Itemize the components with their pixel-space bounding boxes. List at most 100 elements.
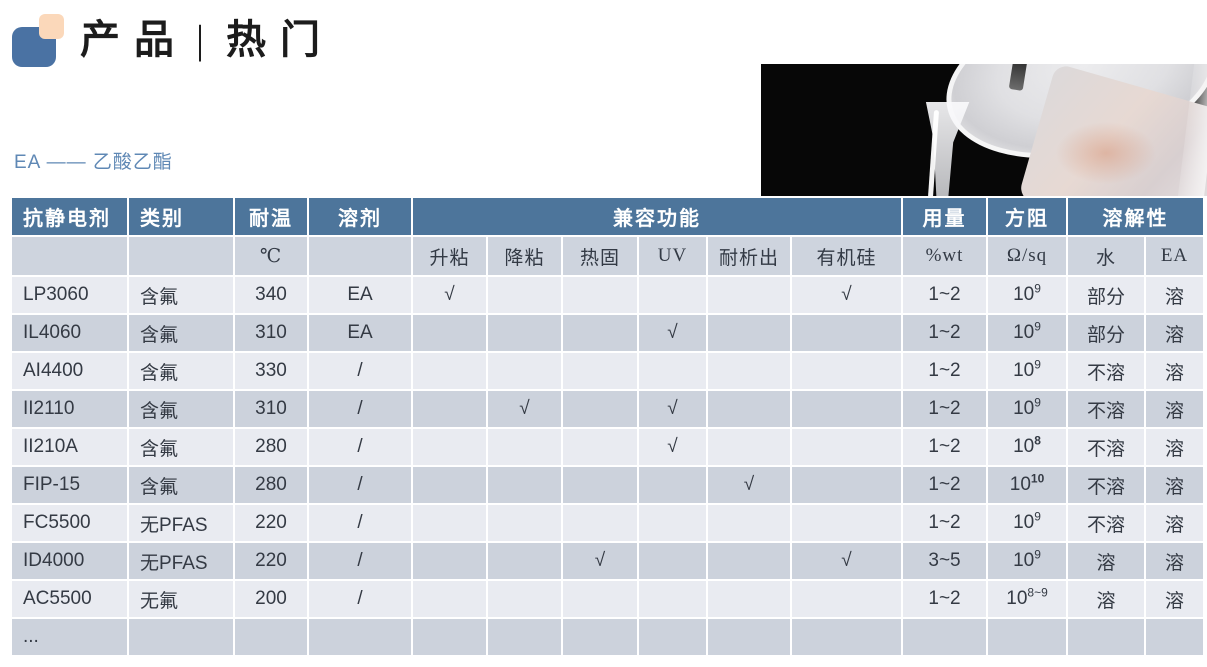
cell-compat-silicone — [790, 465, 903, 505]
subheader-viscosity-down: 降粘 — [486, 235, 563, 277]
cell-solvent: EA — [307, 313, 413, 353]
cell-water-solubility: 部分 — [1066, 275, 1146, 315]
resistance-exponent: 9 — [1034, 319, 1041, 334]
cell-water-solubility: 溶 — [1066, 579, 1146, 619]
resistance-exponent: 8 — [1034, 433, 1041, 448]
cell-compat-precipitation — [706, 389, 792, 429]
resistance-exponent: 9 — [1034, 395, 1041, 410]
section-subtitle: EA —— 乙酸乙酯 — [14, 152, 173, 173]
cell-compat-thermoset: √ — [561, 541, 639, 581]
cell-compat-viscosity-down — [486, 275, 563, 315]
subheader-water: 水 — [1066, 235, 1146, 277]
cell-compat-silicone — [790, 351, 903, 391]
cell-water-solubility — [1066, 617, 1146, 657]
cell-category: 无PFAS — [127, 541, 235, 581]
resistance-base: 10 — [1009, 474, 1031, 495]
cell-compat-uv — [637, 579, 708, 619]
cell-category: 含氟 — [127, 313, 235, 353]
resistance-exponent: 9 — [1034, 547, 1041, 562]
cell-category — [127, 617, 235, 657]
cell-temp: 220 — [233, 541, 309, 581]
header-compatibility: 兼容功能 — [411, 196, 903, 237]
subheader-thermoset: 热固 — [561, 235, 639, 277]
cell-compat-silicone — [790, 617, 903, 657]
cell-solvent: / — [307, 465, 413, 505]
cell-compat-silicone — [790, 313, 903, 353]
cell-temp: 340 — [233, 275, 309, 315]
header-row-main: 抗静电剂 类别 耐温 溶剂 兼容功能 用量 方阻 溶解性 — [10, 196, 1205, 237]
cell-compat-precipitation — [706, 427, 792, 467]
cell-temp: 220 — [233, 503, 309, 543]
cell-compat-viscosity-down — [486, 351, 563, 391]
cell-dosage: 1~2 — [901, 313, 988, 353]
resistance-base: 10 — [1013, 436, 1035, 457]
table-body: LP3060 含氟 340 EA √ √ 1~2 109 部分 溶 IL4060… — [10, 275, 1205, 657]
cell-compat-precipitation — [706, 541, 792, 581]
product-photo — [761, 64, 1207, 196]
cell-compat-viscosity-up — [411, 541, 488, 581]
cell-solvent: / — [307, 579, 413, 619]
cell-category: 无氟 — [127, 579, 235, 619]
header-solubility: 溶解性 — [1066, 196, 1205, 237]
cell-compat-thermoset — [561, 389, 639, 429]
subheader-agent-empty — [10, 235, 129, 277]
cell-compat-uv — [637, 541, 708, 581]
cell-water-solubility: 部分 — [1066, 313, 1146, 353]
cell-water-solubility: 不溶 — [1066, 351, 1146, 391]
header-agent: 抗静电剂 — [10, 196, 129, 237]
cell-compat-viscosity-up — [411, 351, 488, 391]
cell-agent: LP3060 — [10, 275, 129, 315]
cell-compat-viscosity-down — [486, 427, 563, 467]
cell-resistance: 109 — [986, 351, 1068, 391]
cell-compat-precipitation — [706, 617, 792, 657]
header-solvent: 溶剂 — [307, 196, 413, 237]
cell-dosage: 3~5 — [901, 541, 988, 581]
cell-resistance: 109 — [986, 313, 1068, 353]
cell-compat-uv — [637, 503, 708, 543]
table-row: AI4400 含氟 330 / 1~2 109 不溶 溶 — [10, 351, 1205, 391]
cell-compat-silicone: √ — [790, 541, 903, 581]
cell-compat-uv — [637, 275, 708, 315]
page-title: 产品 | 热门 — [80, 12, 334, 68]
product-table: 抗静电剂 类别 耐温 溶剂 兼容功能 用量 方阻 溶解性 ℃ 升粘 降粘 热固 … — [10, 196, 1205, 657]
subheader-ea: EA — [1144, 235, 1205, 277]
cell-compat-thermoset — [561, 351, 639, 391]
cell-compat-thermoset — [561, 313, 639, 353]
cell-category: 含氟 — [127, 275, 235, 315]
resistance-base: 10 — [1013, 284, 1035, 305]
cell-temp: 310 — [233, 389, 309, 429]
cell-agent: AC5500 — [10, 579, 129, 619]
cell-compat-silicone — [790, 503, 903, 543]
table-row: LP3060 含氟 340 EA √ √ 1~2 109 部分 溶 — [10, 275, 1205, 315]
cell-compat-viscosity-down — [486, 503, 563, 543]
cell-agent: FIP-15 — [10, 465, 129, 505]
cell-compat-viscosity-down — [486, 313, 563, 353]
resistance-base: 10 — [1013, 512, 1035, 533]
cell-solvent: / — [307, 351, 413, 391]
cell-dosage: 1~2 — [901, 351, 988, 391]
header-category: 类别 — [127, 196, 235, 237]
resistance-exponent: 9 — [1034, 509, 1041, 524]
cell-temp — [233, 617, 309, 657]
cell-resistance — [986, 617, 1068, 657]
cell-compat-uv: √ — [637, 313, 708, 353]
logo-peach-square — [39, 14, 64, 39]
table-row: ... — [10, 617, 1205, 657]
cell-agent: IL4060 — [10, 313, 129, 353]
cell-agent: AI4400 — [10, 351, 129, 391]
cell-dosage — [901, 617, 988, 657]
resistance-base: 10 — [1013, 360, 1035, 381]
brand-logo — [12, 14, 72, 67]
cell-agent: II210A — [10, 427, 129, 467]
subheader-dosage-unit: %wt — [901, 235, 988, 277]
cell-compat-silicone — [790, 579, 903, 619]
cell-ea-solubility: 溶 — [1144, 389, 1205, 429]
cell-compat-precipitation — [706, 275, 792, 315]
table-row: IL4060 含氟 310 EA √ 1~2 109 部分 溶 — [10, 313, 1205, 353]
cell-dosage: 1~2 — [901, 427, 988, 467]
subheader-temp-unit: ℃ — [233, 235, 309, 277]
cell-compat-silicone — [790, 389, 903, 429]
cell-compat-viscosity-up — [411, 427, 488, 467]
cell-solvent: / — [307, 389, 413, 429]
